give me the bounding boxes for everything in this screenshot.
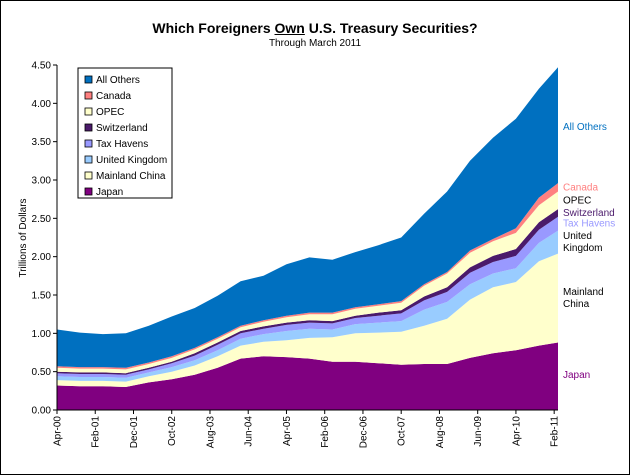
end-label-line: Tax Havens bbox=[563, 219, 615, 230]
y-tick-label: 0.00 bbox=[32, 406, 52, 417]
y-tick-label: 2.50 bbox=[32, 214, 52, 225]
legend-swatch bbox=[84, 123, 93, 132]
end-label-switzerland: Switzerland bbox=[563, 208, 615, 219]
x-tick-label: Dec-01 bbox=[129, 416, 140, 449]
legend-label: United Kingdom bbox=[96, 155, 167, 166]
y-tick-label: 3.00 bbox=[32, 176, 52, 187]
legend-entry-united-kingdom: United Kingdom bbox=[84, 155, 167, 166]
end-label-line: Japan bbox=[563, 370, 590, 381]
legend: All Others Canada OPEC Switzerland Tax Haven… bbox=[77, 67, 173, 199]
legend-entry-canada: Canada bbox=[84, 91, 131, 102]
title-part-own: Own bbox=[274, 20, 305, 36]
legend-swatch bbox=[84, 91, 93, 100]
y-tick-label: 0.50 bbox=[32, 367, 52, 378]
legend-swatch bbox=[84, 139, 93, 148]
x-tick-label: Apr-00 bbox=[53, 416, 64, 446]
x-tick-label: Apr-05 bbox=[282, 416, 293, 446]
end-label-tax-havens: Tax Havens bbox=[563, 219, 615, 230]
x-tick-label: Aug-08 bbox=[435, 416, 446, 449]
x-tick-label: Dec-06 bbox=[359, 416, 370, 449]
legend-entry-japan: Japan bbox=[84, 187, 123, 198]
legend-box bbox=[77, 67, 173, 199]
x-tick-label: Aug-03 bbox=[206, 416, 217, 449]
chart-subtitle: Through March 2011 bbox=[268, 38, 362, 49]
legend-label: Switzerland bbox=[96, 123, 148, 134]
x-tick-label: Oct-02 bbox=[167, 416, 178, 446]
legend-label: Japan bbox=[96, 187, 123, 198]
legend-swatch bbox=[84, 171, 93, 180]
end-label-japan: Japan bbox=[563, 370, 590, 381]
title-part-1: Which Foreigners bbox=[152, 20, 275, 36]
area-layers bbox=[57, 67, 558, 410]
legend-label: All Others bbox=[96, 75, 140, 86]
x-tick-label: Feb-06 bbox=[320, 416, 331, 448]
end-label-line: Kingdom bbox=[563, 243, 602, 254]
legend-entry-all-others: All Others bbox=[84, 75, 140, 86]
x-tick-label: Jun-09 bbox=[473, 416, 484, 447]
end-label-line: OPEC bbox=[563, 195, 591, 206]
x-tick-label: Jun-04 bbox=[244, 416, 255, 447]
axes: 0.00 0.50 1.00 1.50 2.00 2.50 3.00 3.50 4.00 4.50… bbox=[32, 61, 561, 449]
legend-label: Canada bbox=[96, 91, 131, 102]
end-label-line: Mainland bbox=[563, 287, 604, 298]
title-part-3: U.S. Treasury Securities? bbox=[304, 20, 478, 36]
end-label-canada: Canada bbox=[563, 182, 598, 193]
legend-entry-tax-havens: Tax Havens bbox=[84, 139, 148, 150]
x-tick-label: Oct-07 bbox=[397, 416, 408, 446]
legend-label: OPEC bbox=[96, 107, 124, 118]
end-label-line: United bbox=[563, 231, 592, 242]
end-label-opec: OPEC bbox=[563, 195, 591, 206]
area-all-others bbox=[57, 67, 558, 368]
x-tick-label: Apr-10 bbox=[511, 416, 522, 446]
y-tick-label: 4.00 bbox=[32, 99, 52, 110]
end-label-line: All Others bbox=[563, 122, 607, 133]
y-axis-label: Trillions of Dollars bbox=[18, 198, 29, 277]
y-tick-label: 1.00 bbox=[32, 329, 52, 340]
end-label-line: China bbox=[563, 299, 590, 310]
end-label-all-others: All Others bbox=[563, 122, 607, 133]
legend-entry-mainland-china: Mainland China bbox=[84, 171, 166, 182]
legend-entry-opec: OPEC bbox=[84, 107, 124, 118]
area-united-kingdom bbox=[57, 230, 558, 382]
chart-title: Which Foreigners Own U.S. Treasury Secur… bbox=[0, 20, 630, 36]
y-tick-label: 3.50 bbox=[32, 137, 52, 148]
area-japan bbox=[57, 342, 558, 410]
legend-swatch bbox=[84, 75, 93, 84]
legend-swatch bbox=[84, 187, 93, 196]
y-tick-label: 2.00 bbox=[32, 252, 52, 263]
legend-label: Tax Havens bbox=[96, 139, 148, 150]
y-tick-label: 4.50 bbox=[32, 61, 52, 72]
legend-swatch bbox=[84, 155, 93, 164]
area-mainland-china bbox=[57, 253, 558, 387]
legend-entry-switzerland: Switzerland bbox=[84, 123, 148, 134]
x-tick-label: Feb-11 bbox=[550, 416, 561, 447]
legend-swatch bbox=[84, 107, 93, 116]
end-label-line: Canada bbox=[563, 182, 598, 193]
legend-label: Mainland China bbox=[96, 171, 166, 182]
y-tick-label: 1.50 bbox=[32, 291, 52, 302]
end-label-line: Switzerland bbox=[563, 208, 615, 219]
x-tick-label: Feb-01 bbox=[91, 416, 102, 448]
